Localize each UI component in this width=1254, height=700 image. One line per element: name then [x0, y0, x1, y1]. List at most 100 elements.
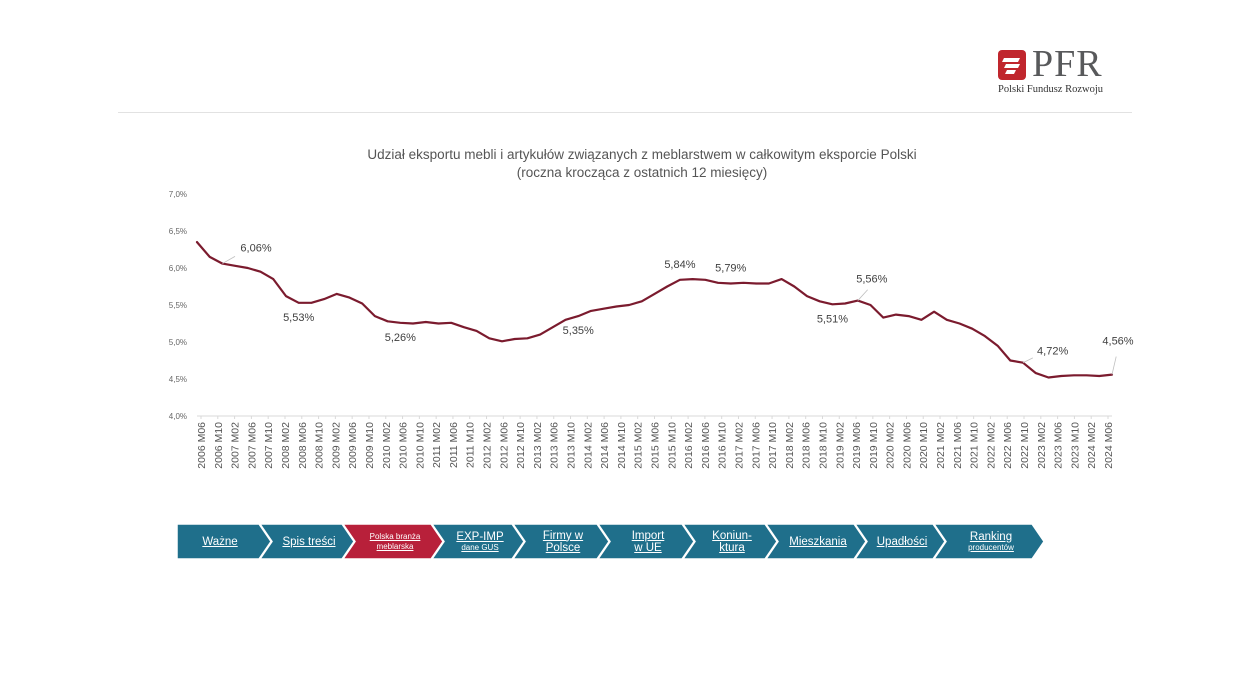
- data-point: [780, 278, 783, 280]
- data-label: 5,53%: [283, 312, 314, 324]
- x-tick-label: 2015 M02: [633, 422, 645, 469]
- data-point: [513, 338, 516, 340]
- nav-item-label: Firmy w Polsce: [525, 524, 601, 559]
- x-tick-label: 2020 M06: [901, 422, 913, 469]
- data-point: [729, 282, 732, 285]
- y-tick-label: 4,0%: [169, 412, 187, 421]
- nav-item-main-text: Polska branża: [369, 531, 421, 541]
- nav-chevron-shape: [343, 524, 444, 559]
- nav-item-main-text: Ważne: [202, 535, 238, 548]
- x-tick-label: 2018 M02: [784, 422, 796, 469]
- x-tick-label: 2010 M02: [381, 422, 393, 469]
- x-tick-label: 2019 M06: [851, 422, 863, 469]
- nav-item-import[interactable]: Import w UE: [598, 524, 696, 559]
- nav-item-label: Ważne: [177, 524, 263, 559]
- data-point: [1009, 359, 1012, 362]
- x-tick-label: 2017 M02: [733, 422, 745, 469]
- nav-item-exp-imp[interactable]: EXP-IMP dane GUS: [432, 524, 526, 559]
- x-tick-label: 2016 M10: [717, 422, 729, 469]
- nav-item-polska-bran-a[interactable]: Polska branża meblarska: [343, 524, 445, 559]
- nav-item-main-text: Upadłości: [876, 535, 928, 548]
- nav-item-firmy-w[interactable]: Firmy w Polsce: [513, 524, 611, 559]
- data-point: [1073, 374, 1075, 377]
- nav-item-upad-o-ci[interactable]: Upadłości: [855, 524, 947, 559]
- data-label: 5,56%: [856, 274, 887, 286]
- data-point: [539, 333, 541, 336]
- data-point: [602, 307, 605, 310]
- nav-item-main-text: EXP-IMP: [456, 530, 504, 543]
- data-point: [933, 310, 935, 313]
- data-point: [208, 256, 211, 258]
- nav-item-sub-text: w UE: [634, 541, 662, 554]
- x-tick-label: 2017 M06: [750, 422, 762, 469]
- data-point: [755, 282, 757, 285]
- data-point: [437, 322, 440, 325]
- x-tick-label: 2009 M10: [364, 422, 376, 469]
- x-tick-label: 2010 M10: [414, 422, 426, 469]
- data-point: [945, 319, 948, 321]
- section-navigation: Ważne Spis treści Polska branża meblarska EX…: [177, 524, 1045, 559]
- nav-item-sub-text: ktura: [719, 541, 745, 554]
- nav-chevron-shape: [432, 524, 525, 559]
- data-point: [996, 344, 999, 347]
- data-point: [374, 315, 376, 317]
- x-tick-label: 2022 M10: [1019, 422, 1031, 469]
- nav-item-sub-text: dane GUS: [461, 542, 499, 552]
- nav-chevron-shape: [513, 524, 610, 559]
- brand-name: PFR: [1032, 43, 1103, 85]
- data-point: [450, 321, 452, 324]
- data-point: [386, 320, 389, 323]
- x-tick-label: 2023 M02: [1036, 422, 1048, 469]
- chart-title: Udział eksportu mebli i artykułów związa…: [367, 147, 917, 162]
- data-point: [399, 321, 402, 324]
- nav-item-koniun[interactable]: Koniun-ktura: [683, 524, 779, 559]
- x-tick-label: 2021 M10: [969, 422, 981, 469]
- x-tick-label: 2009 M02: [330, 422, 342, 469]
- y-tick-label: 6,5%: [169, 227, 187, 236]
- nav-item-main-text: Import: [631, 529, 665, 542]
- y-tick-label: 5,0%: [169, 338, 187, 347]
- nav-item-mieszkania[interactable]: Mieszkania: [766, 524, 868, 559]
- nav-item-main-text: Ranking: [969, 530, 1013, 543]
- nav-item-label: Ranking producentów: [946, 524, 1036, 559]
- nav-item-spis-tre-ci[interactable]: Spis treści: [260, 524, 356, 559]
- x-tick-label: 2007 M10: [263, 422, 275, 469]
- data-point: [666, 285, 669, 288]
- data-point: [297, 301, 300, 304]
- nav-item-wa-ne[interactable]: Ważne: [177, 524, 273, 559]
- data-point: [958, 322, 961, 325]
- data-point: [475, 330, 478, 332]
- data-point: [335, 293, 338, 295]
- nav-item-sub-text: Polsce: [545, 541, 581, 554]
- x-tick-label: 2016 M06: [700, 422, 712, 469]
- nav-chevron-shape: [934, 524, 1045, 559]
- y-tick-label: 5,5%: [169, 301, 187, 310]
- x-tick-label: 2014 M10: [616, 422, 628, 469]
- data-label: 4,56%: [1102, 336, 1133, 348]
- nav-item-label: Import w UE: [610, 524, 686, 559]
- y-tick-label: 7,0%: [169, 190, 187, 199]
- x-tick-label: 2018 M06: [801, 422, 813, 469]
- data-point: [310, 301, 313, 304]
- data-point: [247, 267, 249, 269]
- data-point: [920, 319, 923, 321]
- x-tick-label: 2023 M10: [1069, 422, 1081, 469]
- nav-item-label: Spis treści: [272, 524, 346, 559]
- data-point: [653, 293, 656, 295]
- data-point: [806, 295, 808, 297]
- data-point: [1098, 375, 1101, 377]
- nav-item-label: Upadłości: [867, 524, 937, 559]
- nav-item-label: EXP-IMP dane GUS: [444, 524, 516, 559]
- x-tick-label: 2024 M06: [1103, 422, 1115, 469]
- data-point: [882, 316, 885, 319]
- x-tick-label: 2006 M06: [196, 422, 208, 469]
- x-tick-label: 2019 M10: [868, 422, 880, 469]
- nav-chevron-shape: [855, 524, 946, 559]
- x-tick-label: 2018 M10: [817, 422, 829, 469]
- nav-item-main-text: Mieszkania: [789, 535, 847, 548]
- x-tick-label: 2021 M02: [935, 422, 947, 469]
- data-point: [844, 302, 846, 305]
- data-point: [818, 300, 821, 303]
- x-tick-label: 2007 M06: [246, 422, 258, 469]
- nav-item-ranking[interactable]: Ranking producentów: [934, 524, 1046, 559]
